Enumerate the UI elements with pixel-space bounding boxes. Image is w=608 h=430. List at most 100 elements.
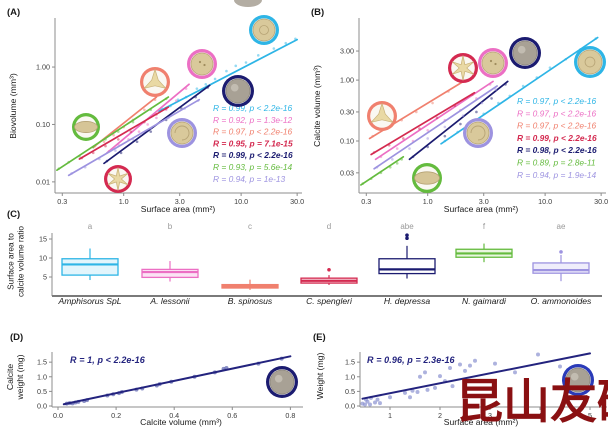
scatter-point [435,116,439,120]
legend-entry: R = 0.99, p < 2.2e-16 [517,133,597,143]
depressa-icon [266,366,298,398]
y-tick-label: 0.5 [37,387,47,396]
regression-line [360,155,405,186]
scatter-point [468,363,472,368]
depressa-icon [222,75,254,107]
scatter-point [244,61,248,64]
regression-line [67,98,201,177]
series-spengleri [78,106,170,160]
y-tick-label: 1.0 [345,372,355,381]
series-depressa [360,352,591,407]
boxplot-lessonii: b A. lessonii [141,222,199,306]
scatter-point [433,385,437,390]
panel-b-plot: 0.3 1.0 3.0 10.0 30.0 0.03 0.10 0.30 1.00 3.00 R =… [340,18,608,206]
y-tick-label: 1.5 [37,358,47,367]
scatter-point [395,147,399,150]
x-tick-label: 4 [538,411,542,420]
scatter-point [480,101,484,105]
y-axis: 0.03 0.10 0.30 1.00 3.00 [340,18,360,193]
y-axis: 0.01 0.10 1.00 [36,18,56,193]
scatter-point [450,384,455,389]
scatter-point [431,101,434,105]
y-tick-label: 0.10 [36,120,50,129]
significance-letter: a [88,222,93,231]
scatter-point [425,387,430,392]
y-tick-label: 1.5 [345,358,355,367]
scatter-point [408,147,411,150]
scatter-point [423,370,427,375]
series-ammonoides [373,85,498,170]
y-axis: 5 10 15 [39,233,53,296]
scatter-point [443,125,447,129]
panel-a-xaxis-title: Surface area (mm²) [140,204,216,214]
outlier-point [559,250,563,254]
y-tick-label: 10 [39,254,47,263]
scatter-point [112,133,115,137]
spengleri-icon [104,165,132,193]
y-axis: 0.0 0.5 1.0 1.5 [37,352,53,411]
scatter-point [459,122,462,126]
series-depressa [62,355,292,406]
scatter-point [418,374,422,379]
legend-entry: R = 0.92, p = 1.3e-12 [213,115,292,125]
outlier-point [327,267,331,272]
panel-b-label: (B) [311,7,325,18]
ammonoides-icon [463,118,493,148]
species-label: O. ammonoides [531,296,592,306]
series-ammonoides [67,98,201,177]
scatter-point [448,366,452,370]
legend-entry: R = 0.97, p < 2.2e-16 [517,96,596,106]
panel-a-yaxis-title: Biovolume (mm³) [8,73,18,139]
x-tick-label: 5 [588,411,592,420]
x-tick-label: 30.0 [594,197,608,206]
x-tick-label: 0.3 [57,197,67,206]
series-gaimardi [360,155,405,186]
panel-c-label: (C) [7,209,21,220]
lessonii-icon [478,48,508,78]
scatter-point [149,130,153,133]
scatter-point [102,140,106,144]
scatter-point [375,397,380,402]
x-tick-label: 1.0 [423,197,433,206]
legend: R = 0.97, p < 2.2e-16 R = 0.97, p < 2.2e-… [517,96,597,180]
regression-line [158,38,298,113]
panel-d-xaxis-title: Calcite volume (mm³) [140,417,222,427]
scatter-point [104,144,107,148]
spinosus-icon [140,67,170,97]
panel-e-stats-annotation: R = 0.96, p = 2.3e-16 [367,355,455,365]
x-tick-label: 2 [438,411,442,420]
species-label: B. spinosus [228,296,273,306]
panel-b-xaxis-title: Surface area (mm²) [443,204,519,214]
y-tick-label: 1.0 [37,372,47,381]
lessonii-icon [187,49,217,79]
spinosus-icon [367,101,397,131]
scatter-point [129,130,133,133]
x-tick-label: 0.4 [169,411,179,420]
scatter-point [234,64,238,68]
y-tick-label: 0.0 [345,402,355,411]
legend-entry: R = 0.95, p = 7.1e-15 [213,138,293,148]
series-spengleri [370,91,476,156]
boxplot-spinosus: c B. spinosus [221,222,279,306]
scatter-point [365,399,370,404]
significance-letter: b [168,222,173,231]
scatter-point [536,352,540,357]
legend: R = 0.99, p < 2.2e-16 R = 0.92, p = 1.3e-… [213,103,293,184]
regression-line [62,355,292,406]
legend-entry: R = 0.97, p < 2.2e-16 [517,121,596,131]
scatter-point [494,88,498,91]
significance-letter: d [327,222,331,231]
y-tick-label: 15 [39,235,47,244]
y-tick-label: 5 [43,273,47,282]
scatter-point [143,108,146,112]
panel-d-stats-annotation: R = 1, p < 2.2e-16 [70,355,145,365]
depressa-icon [509,37,541,69]
box [378,258,436,275]
panel-b-yaxis-title: Calcite volume (mm³) [312,65,322,147]
cropped-artifact [234,0,262,7]
x-tick-label: 0.8 [285,411,295,420]
scatter-point [415,389,420,394]
boxplot-ammonoides: ae O. ammonoides [531,222,592,306]
species-label: N. gaimardi [462,296,507,306]
